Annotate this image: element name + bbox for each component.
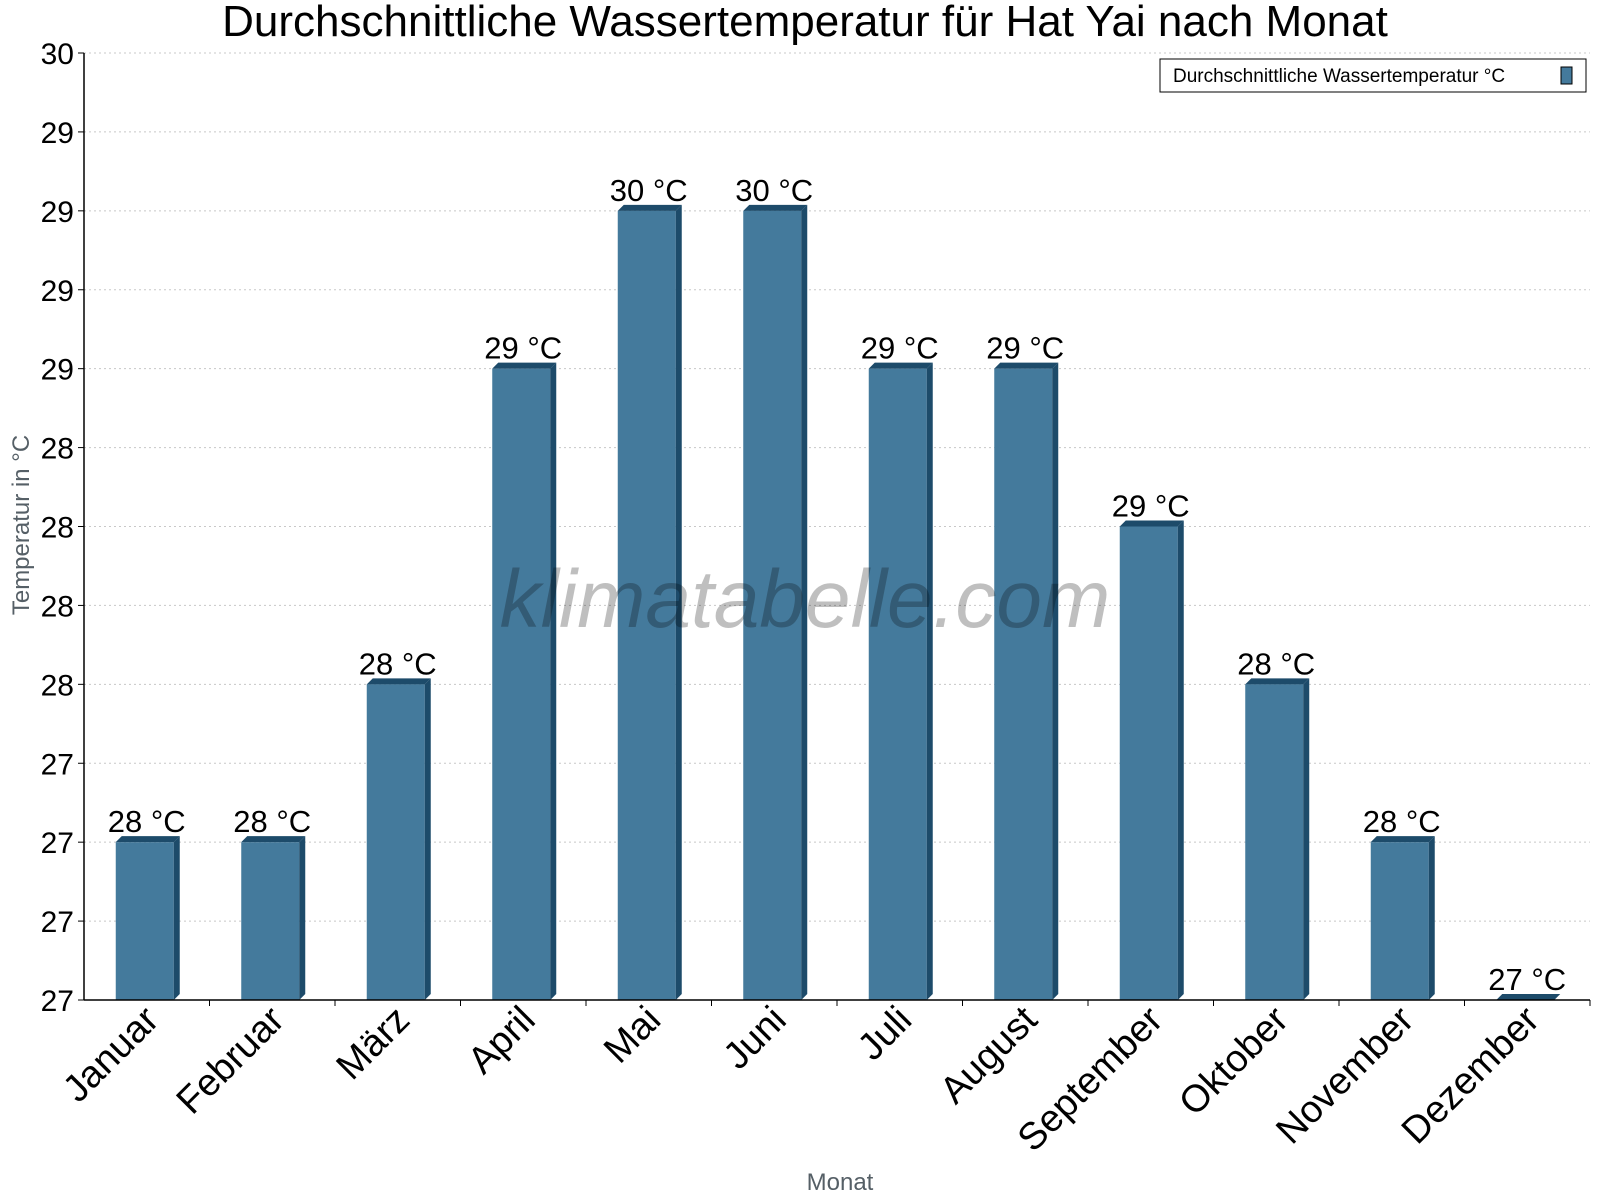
- x-tick-label: Juli: [850, 999, 920, 1069]
- legend-swatch: [1560, 66, 1573, 85]
- y-tick-label: 27: [41, 827, 74, 860]
- axes: [83, 53, 1591, 1006]
- bar-top: [241, 836, 306, 843]
- bar-side: [173, 836, 180, 1000]
- data-labels: 28 °C 28 °C 28 °C 29 °C 30 °C 30 °C 29 °C 29 °C…: [108, 173, 1566, 997]
- data-label: 27 °C: [1488, 962, 1566, 997]
- chart-title: Durchschnittliche Wassertemperatur für H…: [222, 0, 1388, 46]
- bar-side: [1428, 836, 1435, 1000]
- bar-side: [550, 362, 557, 1001]
- bar: [1245, 684, 1304, 1000]
- x-tick-label: Dezember: [1394, 998, 1548, 1152]
- bar: [617, 210, 676, 1001]
- bar: [1119, 526, 1178, 1000]
- bar-side: [299, 836, 306, 1000]
- bar-top: [617, 204, 682, 211]
- bar-top: [115, 836, 180, 843]
- bar-top: [1496, 994, 1561, 1000]
- bar-side: [1052, 362, 1059, 1001]
- y-tick-label: 27: [41, 985, 74, 1018]
- bar: [868, 368, 927, 1001]
- x-tick-label: August: [932, 998, 1046, 1112]
- y-tick-label: 28: [41, 512, 74, 545]
- bar-top: [366, 678, 431, 685]
- bar-top: [492, 362, 557, 369]
- x-axis-label: Monat: [807, 1169, 874, 1196]
- y-tick-label: 29: [41, 354, 74, 387]
- bars: [115, 204, 1561, 1001]
- data-label: 29 °C: [986, 331, 1064, 366]
- gridlines: [84, 52, 1590, 922]
- data-label: 30 °C: [735, 173, 813, 208]
- bar-side: [1303, 678, 1310, 1000]
- data-label: 29 °C: [484, 331, 562, 366]
- x-tick-label: Oktober: [1171, 998, 1297, 1124]
- data-label: 29 °C: [1112, 489, 1190, 524]
- bar-top: [1370, 836, 1435, 843]
- data-label: 28 °C: [108, 804, 186, 839]
- y-tick-label: 29: [41, 117, 74, 150]
- bar: [1370, 842, 1429, 1000]
- bar-side: [675, 204, 682, 1001]
- bar-top: [743, 204, 808, 211]
- x-tick-label: Februar: [169, 998, 293, 1122]
- x-axis-ticks: Januar Februar März April Mai Juni Juli AugustS…: [55, 998, 1548, 1159]
- y-tick-label: 27: [41, 748, 74, 781]
- bar-top: [1245, 678, 1310, 685]
- bar: [994, 368, 1053, 1001]
- bar-side: [801, 204, 808, 1001]
- bar: [366, 684, 425, 1000]
- bar-top: [1119, 520, 1184, 527]
- x-tick-label: Juni: [716, 999, 795, 1078]
- y-tick-label: 27: [41, 906, 74, 939]
- y-tick-label: 28: [41, 433, 74, 466]
- bar-top: [868, 362, 933, 369]
- y-axis-label: Temperatur in °C: [8, 435, 35, 615]
- legend-box: [1159, 58, 1587, 93]
- data-label: 30 °C: [610, 173, 688, 208]
- bar-side: [926, 362, 933, 1001]
- bar-side: [424, 678, 431, 1000]
- bar-side: [1177, 520, 1184, 1000]
- data-label: 28 °C: [1237, 646, 1315, 681]
- y-tick-label: 28: [41, 590, 74, 623]
- bar: [492, 368, 551, 1001]
- y-tick-label: 28: [41, 669, 74, 702]
- x-tick-label: März: [329, 999, 418, 1088]
- x-tick-label: April: [460, 999, 543, 1082]
- data-label: 28 °C: [1363, 804, 1441, 839]
- bar: [241, 842, 300, 1000]
- data-label: 29 °C: [861, 331, 939, 366]
- y-tick-label: 29: [41, 275, 74, 308]
- watermark: klimatabelle.com: [500, 554, 1111, 645]
- bar: [115, 842, 174, 1000]
- y-tick-label: 29: [41, 196, 74, 229]
- data-label: 28 °C: [233, 804, 311, 839]
- legend-label: Durchschnittliche Wassertemperatur °C: [1173, 66, 1505, 87]
- x-tick-label: Mai: [596, 999, 669, 1072]
- legend: Durchschnittliche Wassertemperatur °C: [1159, 58, 1587, 93]
- bar: [743, 210, 802, 1001]
- bar-top: [994, 362, 1059, 369]
- data-label: 28 °C: [359, 646, 437, 681]
- y-tick-label: 30: [41, 38, 74, 71]
- y-axis-ticks: 27 27 27 27 28 28 28 28 29 29 29 29 30: [41, 38, 84, 1018]
